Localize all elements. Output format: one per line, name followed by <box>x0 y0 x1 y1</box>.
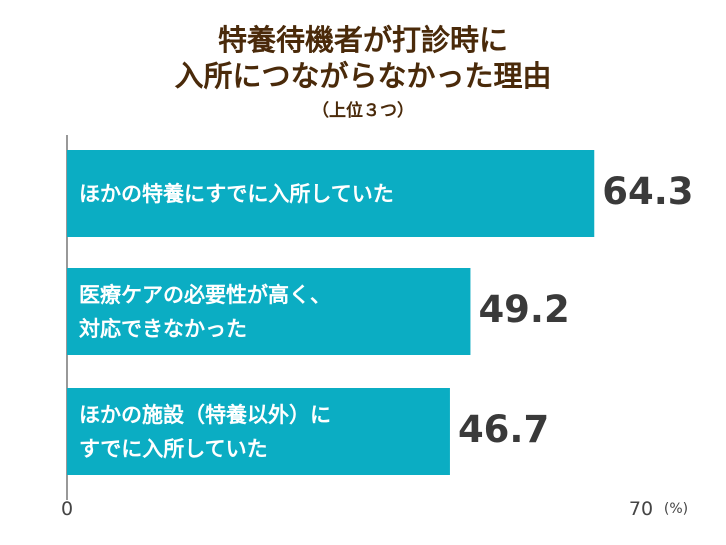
chart-title: 特養待機者が打診時に 入所につながらなかった理由 <box>174 23 552 93</box>
bar <box>67 150 595 237</box>
unit-label: (%) <box>663 501 689 517</box>
x-tick-label: 70 <box>628 498 654 520</box>
category-label: ほかの特養にすでに入所していた <box>79 181 394 206</box>
category-label: ほかの施設（特養以外）に すでに入所していた <box>79 402 331 461</box>
value-label: 46.7 <box>457 408 550 451</box>
bar <box>67 388 450 475</box>
value-label: 49.2 <box>478 288 570 331</box>
category-label: 医療ケアの必要性が高く、 対応できなかった <box>79 282 331 341</box>
bar <box>67 268 471 355</box>
value-label: 64.3 <box>602 170 694 213</box>
chart-subtitle: （上位３つ） <box>312 101 414 121</box>
x-tick-label: 0 <box>60 498 74 520</box>
